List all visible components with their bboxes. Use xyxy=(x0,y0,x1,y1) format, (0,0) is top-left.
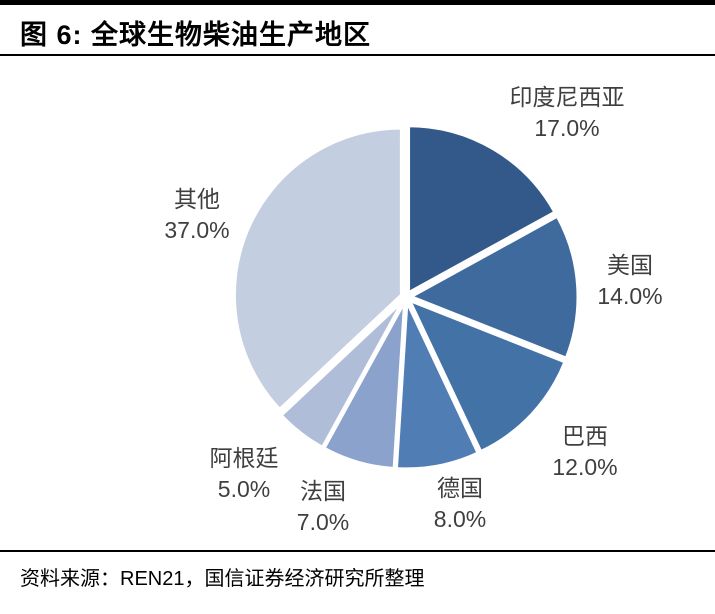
footer-divider xyxy=(0,550,715,552)
slice-category-label: 德国 xyxy=(437,475,483,501)
pie-slice-label: 印度尼西亚 17.0% xyxy=(510,82,625,144)
pie-slice-2 xyxy=(407,214,580,361)
top-border-rule xyxy=(0,0,715,5)
slice-percent-label: 5.0% xyxy=(217,476,271,502)
slice-category-label: 其他 xyxy=(174,186,220,212)
pie-slice-label: 德国 8.0% xyxy=(434,473,486,535)
pie-slice-6 xyxy=(279,299,405,450)
pie-slice-7 xyxy=(232,126,403,412)
pie-slice-label: 美国 14.0% xyxy=(597,250,662,312)
slice-category-label: 巴西 xyxy=(562,423,608,449)
pie-slice-4 xyxy=(394,301,481,471)
pie-slice-3 xyxy=(406,297,567,454)
pie-slice-label: 阿根廷 5.0% xyxy=(210,443,279,505)
pie-slice-1 xyxy=(407,124,557,296)
slice-category-label: 阿根廷 xyxy=(209,445,279,471)
pie-slice-label: 巴西 12.0% xyxy=(552,421,617,483)
title-divider xyxy=(0,54,715,56)
slice-percent-label: 8.0% xyxy=(433,506,487,532)
pie-slice-label: 法国 7.0% xyxy=(297,476,349,538)
pie-slice-label: 其他 37.0% xyxy=(164,184,229,246)
slice-percent-label: 12.0% xyxy=(552,454,618,480)
slice-percent-label: 37.0% xyxy=(164,217,230,243)
slice-percent-label: 7.0% xyxy=(296,509,350,535)
source-note: 资料来源：REN21，国信证券经济研究所整理 xyxy=(20,568,425,590)
slice-category-label: 美国 xyxy=(607,252,653,278)
slice-percent-label: 17.0% xyxy=(534,115,600,141)
slice-percent-label: 14.0% xyxy=(597,283,663,309)
slice-category-label: 法国 xyxy=(300,478,346,504)
pie-slice-5 xyxy=(322,301,407,471)
figure-title: 图 6: 全球生物柴油生产地区 xyxy=(20,20,372,50)
slice-category-label: 印度尼西亚 xyxy=(509,84,625,110)
